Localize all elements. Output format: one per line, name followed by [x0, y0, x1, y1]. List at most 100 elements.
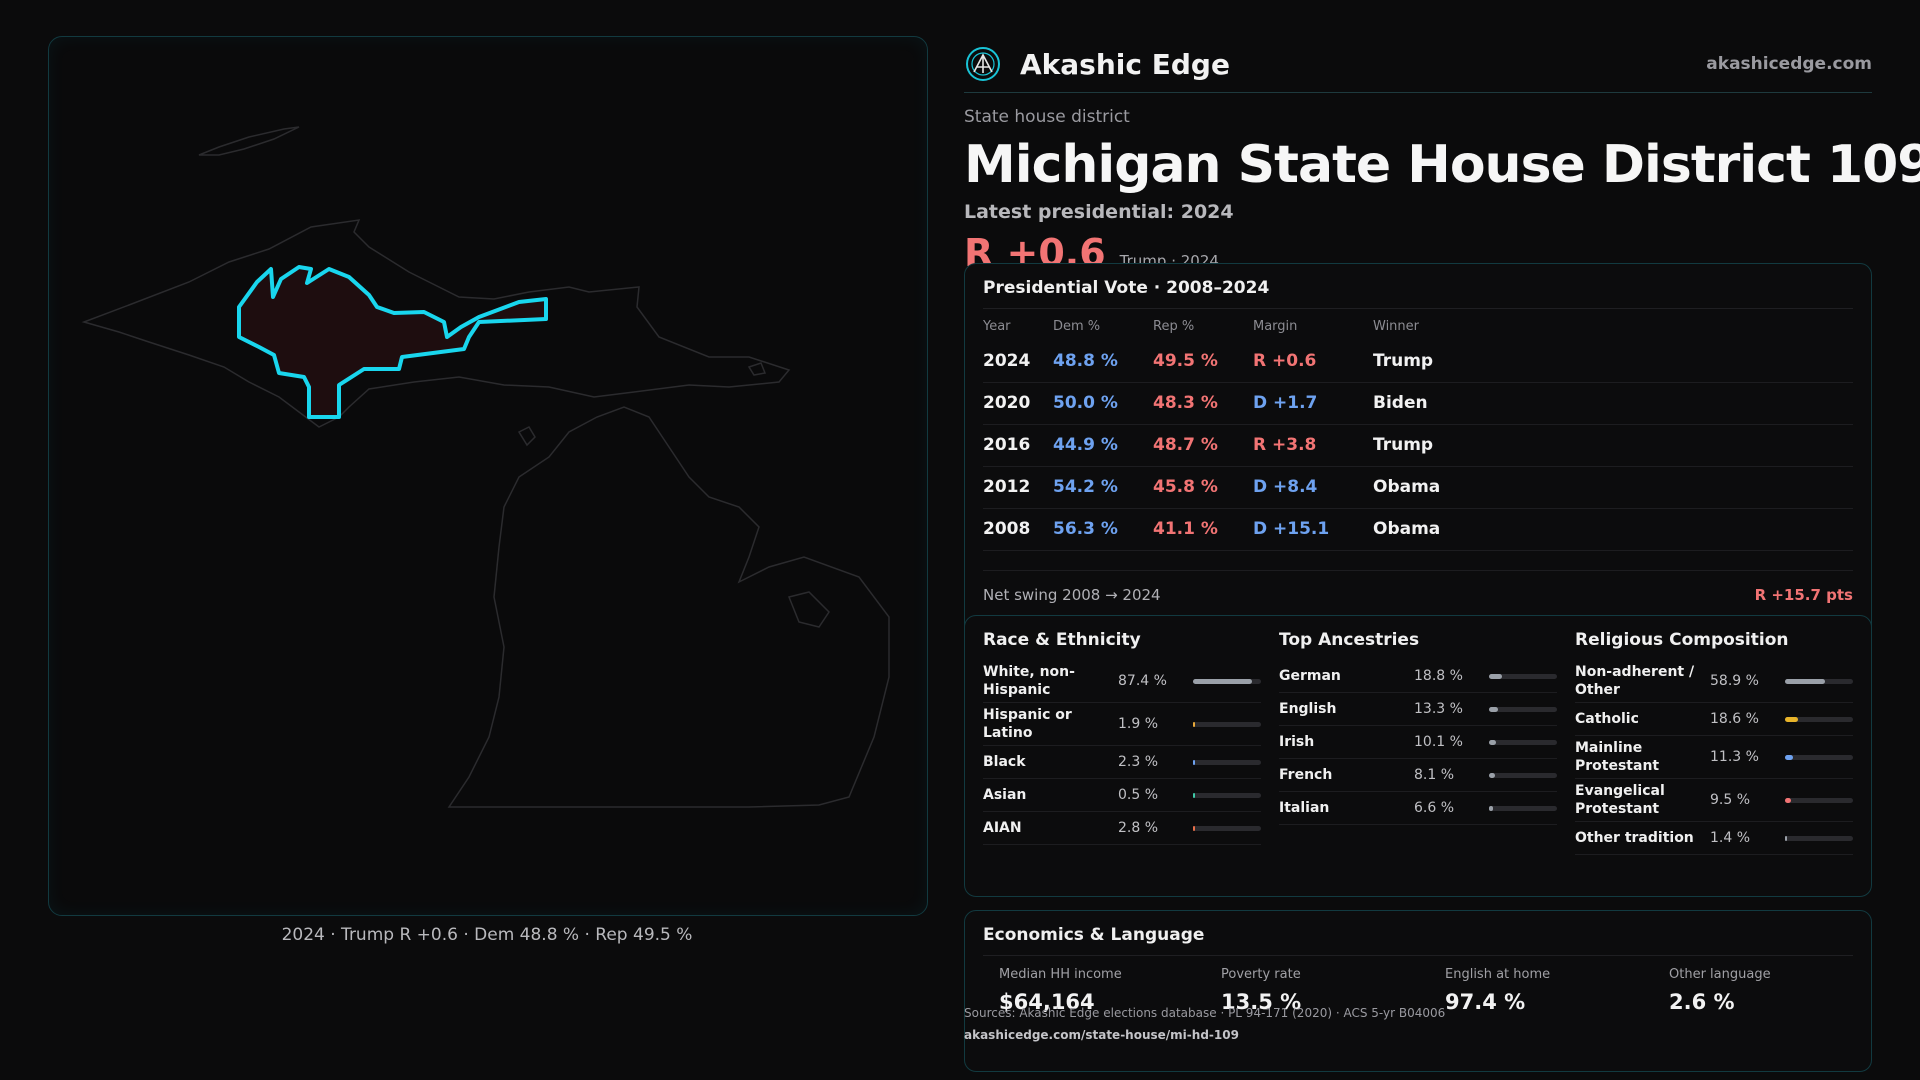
row-percent: 10.1 %	[1414, 734, 1463, 750]
stat-value: 97.4 %	[1445, 990, 1526, 1014]
share-bar	[1489, 773, 1557, 778]
ancestries-section: Top Ancestries German 18.8 % English 13.3 %…	[1279, 630, 1557, 825]
row-percent: 87.4 %	[1118, 673, 1167, 689]
divider	[983, 955, 1853, 956]
district-details: Akashic Edge akashicedge.com State house…	[964, 36, 1920, 275]
stat-other-language: Other language 2.6 %	[1669, 967, 1869, 1014]
share-bar	[1193, 722, 1261, 727]
row-percent: 18.6 %	[1710, 711, 1759, 727]
ancestry-row: German 18.8 %	[1279, 660, 1557, 693]
presidential-vote-card: Presidential Vote · 2008–2024 Year Dem %…	[964, 263, 1872, 637]
share-bar-fill	[1489, 773, 1495, 778]
race-row: AIAN 2.8 %	[983, 812, 1261, 845]
rep-pct-cell: 49.5 %	[1153, 351, 1218, 371]
vote-row: 2016 44.9 % 48.7 % R +3.8 Trump	[983, 424, 1853, 467]
row-percent: 9.5 %	[1710, 792, 1751, 808]
brand-name: Akashic Edge	[1020, 47, 1230, 81]
share-bar-fill	[1193, 760, 1195, 765]
demographics-card: Race & Ethnicity White, non-Hispanic 87.4…	[964, 615, 1872, 897]
stat-poverty-rate: Poverty rate 13.5 %	[1221, 967, 1421, 1014]
sources-text: Sources: Akashic Edge elections database…	[964, 1006, 1446, 1020]
district-map[interactable]	[48, 36, 928, 916]
row-label: Other tradition	[1575, 830, 1694, 846]
sources-footer: Sources: Akashic Edge elections database…	[964, 1006, 1524, 1042]
share-bar	[1785, 717, 1853, 722]
row-percent: 58.9 %	[1710, 673, 1759, 689]
race-title: Race & Ethnicity	[983, 630, 1141, 650]
row-percent: 11.3 %	[1710, 749, 1759, 765]
race-row: White, non-Hispanic 87.4 %	[983, 660, 1261, 703]
share-bar-fill	[1785, 755, 1793, 760]
header: Akashic Edge akashicedge.com	[964, 36, 1872, 93]
stat-value: 13.5 %	[1221, 990, 1302, 1014]
row-label: White, non-Hispanic	[983, 664, 1075, 698]
year-cell: 2024	[983, 351, 1031, 371]
vote-row: 2020 50.0 % 48.3 % D +1.7 Biden	[983, 382, 1853, 425]
religion-row: Evangelical Protestant 9.5 %	[1575, 779, 1853, 822]
vote-table-header: Year Dem % Rep % Margin Winner	[983, 314, 1853, 340]
district-permalink[interactable]: akashicedge.com/state-house/mi-hd-109	[964, 1028, 1239, 1042]
row-percent: 1.4 %	[1710, 830, 1751, 846]
share-bar-fill	[1489, 707, 1499, 712]
row-label: Black	[983, 754, 1026, 770]
row-percent: 13.3 %	[1414, 701, 1463, 717]
stat-label: Other language	[1669, 967, 1771, 982]
race-row: Black 2.3 %	[983, 746, 1261, 779]
row-percent: 18.8 %	[1414, 668, 1463, 684]
share-bar	[1785, 679, 1853, 684]
vote-row: 2024 48.8 % 49.5 % R +0.6 Trump	[983, 340, 1853, 383]
winner-cell: Trump	[1373, 351, 1434, 371]
share-bar	[1489, 806, 1557, 811]
share-bar-fill	[1193, 793, 1195, 798]
share-bar-fill	[1489, 674, 1502, 679]
winner-cell: Trump	[1373, 435, 1434, 455]
economics-language-card: Economics & Language Median HH income $6…	[964, 910, 1872, 1072]
district-109-outline	[237, 265, 548, 419]
dem-pct-cell: 56.3 %	[1053, 519, 1118, 539]
winner-cell: Obama	[1373, 477, 1441, 497]
header-margin: Margin	[1253, 319, 1298, 334]
econ-title: Economics & Language	[983, 925, 1205, 945]
dem-pct-cell: 44.9 %	[1053, 435, 1118, 455]
stat-label: Poverty rate	[1221, 967, 1301, 982]
stat-median-income: Median HH income $64,164	[999, 967, 1199, 1014]
margin-cell: D +15.1	[1253, 519, 1330, 539]
vote-card-title: Presidential Vote · 2008–2024	[983, 278, 1270, 298]
stat-value: 2.6 %	[1669, 990, 1735, 1014]
margin-cell: R +3.8	[1253, 435, 1317, 455]
row-label: Asian	[983, 787, 1027, 803]
ancestry-row: Irish 10.1 %	[1279, 726, 1557, 759]
share-bar-fill	[1785, 717, 1798, 722]
rep-pct-cell: 48.3 %	[1153, 393, 1218, 413]
stat-label: English at home	[1445, 967, 1551, 982]
lower-peninsula-outline	[447, 406, 890, 808]
religion-row: Other tradition 1.4 %	[1575, 822, 1853, 855]
row-percent: 8.1 %	[1414, 767, 1455, 783]
race-row: Asian 0.5 %	[983, 779, 1261, 812]
beaver-island-outline	[517, 426, 536, 447]
share-bar	[1489, 740, 1557, 745]
page-title: Michigan State House District 109	[964, 135, 1920, 195]
share-bar	[1193, 826, 1261, 831]
share-bar-fill	[1785, 679, 1826, 684]
share-bar-fill	[1785, 798, 1792, 803]
net-swing-value: R +15.7 pts	[1754, 586, 1853, 604]
religion-row: Catholic 18.6 %	[1575, 703, 1853, 736]
ancestry-title: Top Ancestries	[1279, 630, 1420, 650]
race-row: Hispanic or Latino 1.9 %	[983, 703, 1261, 746]
vote-row: 2012 54.2 % 45.8 % D +8.4 Obama	[983, 466, 1853, 509]
ancestry-row: English 13.3 %	[1279, 693, 1557, 726]
upper-peninsula-outline	[81, 219, 791, 428]
row-percent: 2.8 %	[1118, 820, 1159, 836]
share-bar-fill	[1785, 836, 1787, 841]
year-cell: 2020	[983, 393, 1031, 413]
row-label: English	[1279, 701, 1337, 717]
year-cell: 2016	[983, 435, 1031, 455]
row-label: German	[1279, 668, 1341, 684]
brand-url-link[interactable]: akashicedge.com	[1706, 54, 1872, 74]
winner-cell: Biden	[1373, 393, 1428, 413]
religion-title: Religious Composition	[1575, 630, 1789, 650]
district-kind: State house district	[964, 107, 1130, 127]
share-bar	[1785, 836, 1853, 841]
latest-presidential-label: Latest presidential: 2024	[964, 201, 1234, 223]
